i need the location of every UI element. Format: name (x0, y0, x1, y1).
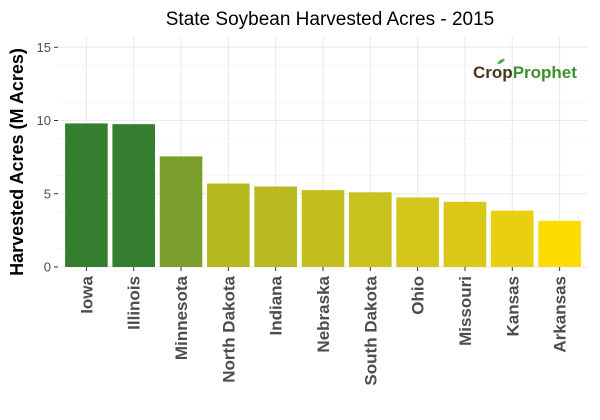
logo-text-p: p (502, 63, 512, 82)
bars-group (65, 123, 581, 267)
bar-missouri (443, 201, 487, 267)
bar-indiana (254, 186, 297, 267)
y-axis-label: Harvested Acres (M Acres) (7, 48, 27, 276)
y-tick-label: 10 (37, 113, 51, 128)
svg-text:CropProphet: CropProphet (473, 63, 577, 82)
x-tick-label: Arkansas (551, 276, 570, 353)
y-tick-label: 5 (44, 186, 51, 201)
bar-kansas (490, 210, 534, 267)
logo-text-o-leaf: o (492, 63, 502, 82)
x-tick-label: Ohio (409, 276, 428, 315)
x-tick-label: Indiana (267, 275, 286, 335)
bar-nebraska (301, 190, 345, 267)
bar-south-dakota (349, 192, 392, 267)
bar-minnesota (159, 156, 203, 267)
x-tick-label: Iowa (77, 275, 96, 313)
x-tick-label: Minnesota (172, 275, 191, 360)
x-tick-label: Missouri (456, 276, 475, 346)
y-tick-label: 15 (37, 40, 51, 55)
x-tick-label: South Dakota (361, 275, 380, 385)
x-tick-label: Kansas (503, 276, 522, 336)
x-tick-label: North Dakota (219, 275, 238, 382)
bar-arkansas (538, 220, 581, 267)
x-tick-label: Nebraska (314, 275, 333, 352)
leaf-icon (497, 58, 505, 64)
bar-ohio (396, 197, 439, 267)
x-axis-ticks: Iowa Illinois Minnesota North Dakota Indiana… (77, 267, 570, 386)
logo-text-crop: Cr (473, 63, 492, 82)
cropprophet-logo: CropProphet (473, 58, 577, 82)
bar-north-dakota (207, 183, 250, 267)
bar-illinois (112, 124, 156, 267)
y-tick-label: 0 (44, 260, 51, 275)
logo-text-prophet: Prophet (513, 63, 578, 82)
chart-title: State Soybean Harvested Acres - 2015 (166, 9, 494, 30)
bar-iowa (65, 123, 108, 267)
x-tick-label: Illinois (125, 276, 144, 330)
y-axis-ticks: 0 5 10 15 (37, 40, 58, 275)
